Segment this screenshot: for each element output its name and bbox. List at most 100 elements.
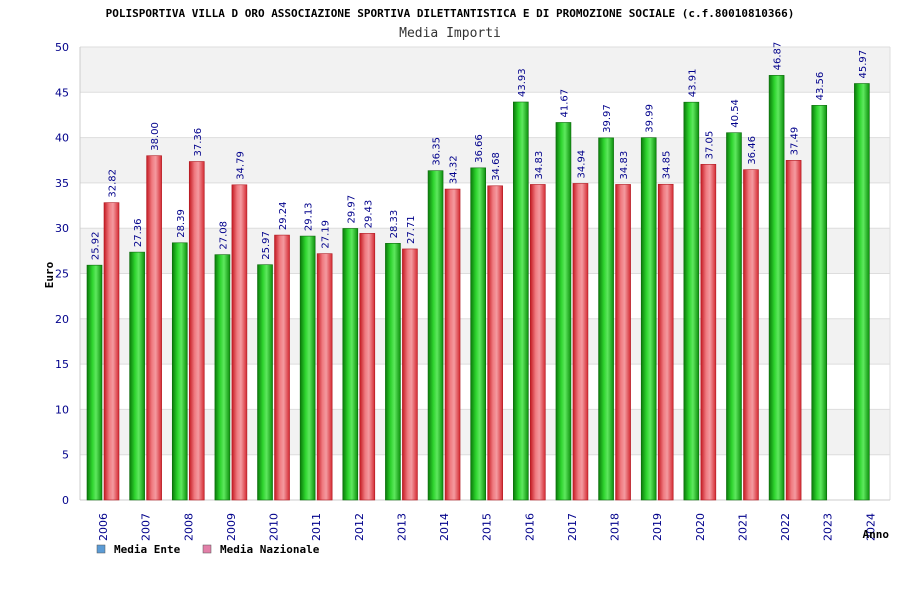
value-label: 40.54 <box>730 99 741 128</box>
y-tick-label: 50 <box>55 41 69 54</box>
y-tick-label: 25 <box>55 268 69 281</box>
value-label: 28.33 <box>389 210 400 239</box>
x-tick-label: 2013 <box>395 513 408 541</box>
bar-media-nazionale-2018 <box>615 184 631 501</box>
value-label: 34.68 <box>491 152 502 181</box>
value-label: 29.24 <box>278 201 289 230</box>
legend-label: Media Ente <box>114 543 181 556</box>
bar-media-ente-2008 <box>171 242 188 501</box>
value-label: 36.46 <box>747 136 758 165</box>
bar-media-ente-2016 <box>513 101 529 501</box>
value-label: 39.97 <box>602 104 613 133</box>
bar-media-nazionale-2017 <box>572 183 589 501</box>
grid-band <box>80 47 890 93</box>
y-tick-label: 5 <box>62 449 69 462</box>
value-label: 32.82 <box>108 169 119 198</box>
value-label: 34.85 <box>662 151 673 180</box>
x-tick-label: 2018 <box>609 513 622 541</box>
value-label: 25.97 <box>261 231 272 260</box>
value-label: 25.92 <box>91 232 102 261</box>
bar-media-nazionale-2010 <box>274 234 290 501</box>
value-label: 27.36 <box>133 218 144 247</box>
value-label: 34.79 <box>235 151 246 180</box>
x-tick-label: 2007 <box>140 513 153 541</box>
value-label: 38.00 <box>150 122 161 151</box>
bar-media-ente-2015 <box>470 167 486 501</box>
bar-media-nazionale-2006 <box>103 202 120 501</box>
bar-media-ente-2011 <box>299 235 316 501</box>
bar-media-nazionale-2007 <box>146 155 162 501</box>
value-label: 37.49 <box>790 127 801 156</box>
value-label: 29.43 <box>363 200 374 229</box>
value-label: 27.71 <box>406 215 417 244</box>
y-axis-ticks: 0 5 10 15 20 25 30 35 40 45 50 <box>55 41 69 507</box>
value-label: 37.05 <box>704 131 715 160</box>
x-tick-label: 2019 <box>651 513 664 541</box>
value-label: 41.67 <box>559 89 570 118</box>
bar-media-ente-2022 <box>768 75 785 501</box>
bar-media-ente-2024 <box>854 83 870 501</box>
x-tick-label: 2014 <box>438 513 451 541</box>
bar-media-ente-2010 <box>257 264 273 501</box>
value-label: 34.94 <box>576 150 587 179</box>
x-tick-label: 2017 <box>566 513 579 541</box>
legend-swatch <box>202 544 212 554</box>
bar-media-ente-2023 <box>811 105 828 501</box>
x-tick-label: 2008 <box>182 513 195 541</box>
chart-title: POLISPORTIVA VILLA D ORO ASSOCIAZIONE SP… <box>106 7 795 20</box>
value-label: 45.97 <box>858 50 869 79</box>
bar-media-ente-2006 <box>86 264 103 501</box>
x-tick-label: 2009 <box>225 513 238 541</box>
bar-media-nazionale-2019 <box>657 183 674 501</box>
value-label: 43.56 <box>815 72 826 101</box>
y-tick-label: 10 <box>55 403 69 416</box>
y-tick-label: 45 <box>55 86 69 99</box>
x-tick-label: 2024 <box>864 513 877 541</box>
bar-media-ente-2018 <box>598 137 614 501</box>
value-label: 28.39 <box>176 209 187 238</box>
bar-media-ente-2020 <box>683 101 700 501</box>
chart-subtitle: Media Importi <box>399 26 501 41</box>
value-label: 43.91 <box>687 69 698 98</box>
bar-media-nazionale-2011 <box>316 253 333 501</box>
legend-label: Media Nazionale <box>220 543 320 556</box>
bar-media-nazionale-2008 <box>188 161 205 501</box>
value-label: 37.36 <box>193 128 204 157</box>
value-label: 27.19 <box>321 220 332 249</box>
bar-media-nazionale-2022 <box>785 160 802 501</box>
y-tick-label: 15 <box>55 358 69 371</box>
value-label: 39.99 <box>645 104 656 133</box>
x-tick-label: 2006 <box>97 513 110 541</box>
x-tick-label: 2016 <box>523 513 536 541</box>
x-tick-label: 2010 <box>268 513 281 541</box>
bar-media-nazionale-2013 <box>402 248 418 501</box>
value-label: 27.08 <box>218 221 229 250</box>
bar-media-ente-2019 <box>640 137 657 501</box>
bar-media-ente-2012 <box>342 228 359 501</box>
bar-media-ente-2017 <box>555 122 572 501</box>
y-tick-label: 40 <box>55 132 69 145</box>
x-tick-label: 2011 <box>310 513 323 541</box>
value-label: 34.32 <box>449 155 460 184</box>
bar-media-ente-2007 <box>129 251 145 501</box>
y-tick-label: 0 <box>62 494 69 507</box>
x-tick-label: 2015 <box>481 513 494 541</box>
bar-media-nazionale-2021 <box>743 169 759 501</box>
x-tick-label: 2021 <box>736 513 749 541</box>
x-tick-label: 2012 <box>353 513 366 541</box>
y-tick-label: 35 <box>55 177 69 190</box>
value-label: 36.35 <box>432 137 443 166</box>
bar-media-nazionale-2009 <box>231 184 248 501</box>
legend-swatch <box>96 544 106 554</box>
value-label: 29.13 <box>304 202 315 231</box>
value-label: 43.93 <box>517 68 528 97</box>
y-axis-label: Euro <box>43 261 56 288</box>
x-tick-label: 2022 <box>779 513 792 541</box>
bar-media-ente-2013 <box>385 243 401 501</box>
value-label: 46.87 <box>773 42 784 71</box>
bar-media-ente-2009 <box>214 254 231 501</box>
value-label: 34.83 <box>619 151 630 180</box>
value-label: 36.66 <box>474 134 485 163</box>
legend: Media Ente Media Nazionale <box>96 543 320 556</box>
